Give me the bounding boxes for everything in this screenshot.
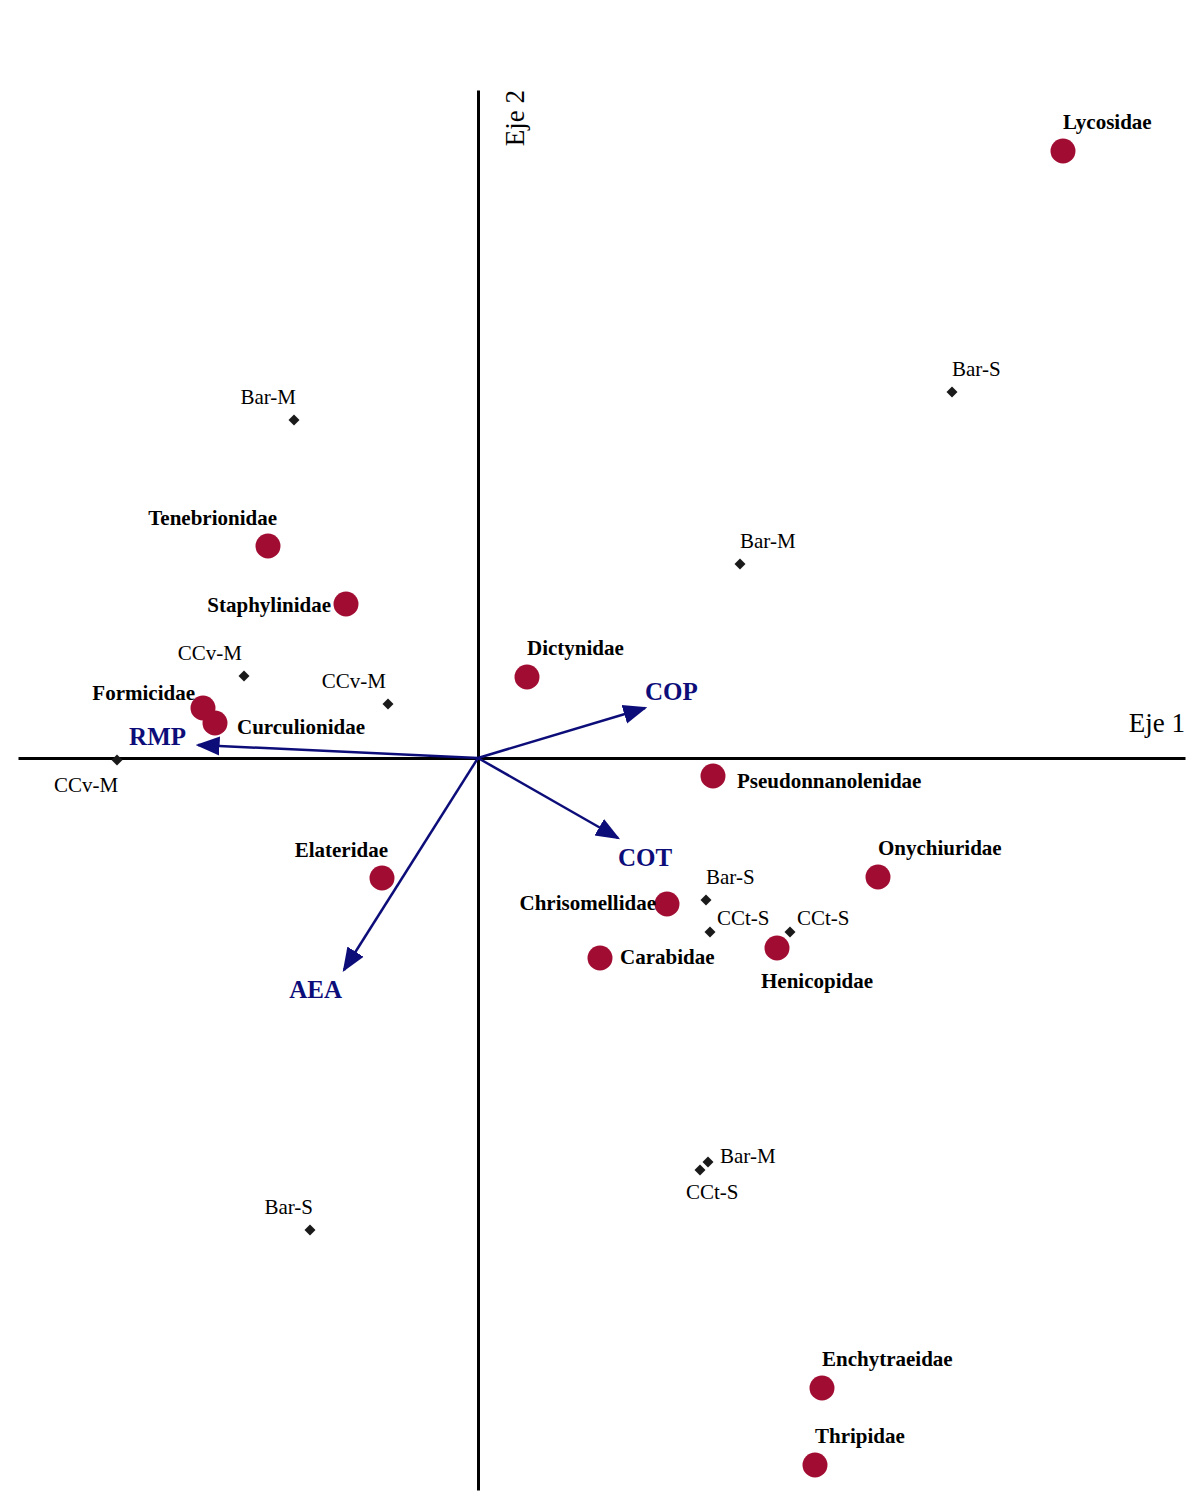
site-label: CCt-S: [797, 906, 850, 930]
family-label: Thripidae: [815, 1424, 905, 1448]
x-axis: [19, 758, 1186, 759]
site-label: Bar-M: [720, 1144, 776, 1168]
family-label: Chrisomellidae: [520, 891, 657, 915]
family-point: [810, 1376, 835, 1401]
family-label: Enchytraeidae: [822, 1347, 953, 1371]
family-label: Formicidae: [92, 681, 195, 705]
site-point: [239, 671, 250, 682]
site-point: [947, 387, 958, 398]
family-label: Henicopidae: [761, 969, 873, 993]
family-label: Curculionidae: [237, 715, 365, 739]
y-axis-title: Eje 2: [500, 90, 530, 146]
site-point: [383, 699, 394, 710]
site-label: CCv-M: [322, 669, 387, 693]
labels: Lycosidae Tenebrionidae Staphylinidae Dicty…: [54, 110, 1152, 1448]
site-point: [289, 415, 300, 426]
family-point: [515, 665, 540, 690]
site-label: Bar-M: [740, 529, 796, 553]
family-label: Tenebrionidae: [148, 506, 277, 530]
axis-line: [19, 757, 1186, 760]
plot-area: [112, 139, 1076, 1478]
vector-label: RMP: [129, 723, 186, 750]
family-label: Carabidae: [620, 945, 715, 969]
axis-line: [477, 91, 480, 1491]
family-point: [256, 534, 281, 559]
site-point: [705, 927, 716, 938]
family-label: Lycosidae: [1063, 110, 1152, 134]
family-label: Elateridae: [295, 838, 388, 862]
site-label: Bar-S: [264, 1195, 313, 1219]
y-axis: [478, 91, 479, 1491]
family-point: [370, 866, 395, 891]
family-point: [765, 936, 790, 961]
site-point: [112, 755, 123, 766]
family-label: Dictynidae: [527, 636, 624, 660]
family-point: [588, 946, 613, 971]
family-point: [1051, 139, 1076, 164]
vector-arrow: [478, 708, 645, 758]
vector-label: COP: [645, 678, 698, 705]
site-point: [703, 1157, 714, 1168]
family-point: [866, 865, 891, 890]
vector-arrow: [198, 745, 478, 758]
family-point: [655, 892, 680, 917]
site-point: [785, 927, 796, 938]
vector-label: COT: [618, 844, 673, 871]
vector-label: AEA: [289, 976, 342, 1003]
site-point: [701, 895, 712, 906]
site-point: [695, 1165, 706, 1176]
site-label: Bar-S: [706, 865, 755, 889]
site-label: CCt-S: [686, 1180, 739, 1204]
family-point: [334, 592, 359, 617]
site-point: [305, 1225, 316, 1236]
family-label: Pseudonnanolenidae: [737, 769, 921, 793]
family-point: [803, 1453, 828, 1478]
x-axis-title: Eje 1: [1129, 708, 1185, 738]
site-point: [735, 559, 746, 570]
site-label: CCt-S: [717, 906, 770, 930]
family-point: [203, 711, 228, 736]
site-label: CCv-M: [54, 773, 119, 797]
family-point: [701, 764, 726, 789]
family-label: Staphylinidae: [207, 593, 331, 617]
site-label: Bar-M: [240, 385, 296, 409]
vector-arrow: [344, 758, 478, 970]
site-label: Bar-S: [952, 357, 1001, 381]
chart: Eje 1 Eje 2 Lycosidae Tenebrionidae Staphyli…: [0, 0, 1198, 1502]
family-label: Onychiuridae: [878, 836, 1002, 860]
vector-arrow: [478, 758, 618, 838]
site-label: CCv-M: [178, 641, 243, 665]
